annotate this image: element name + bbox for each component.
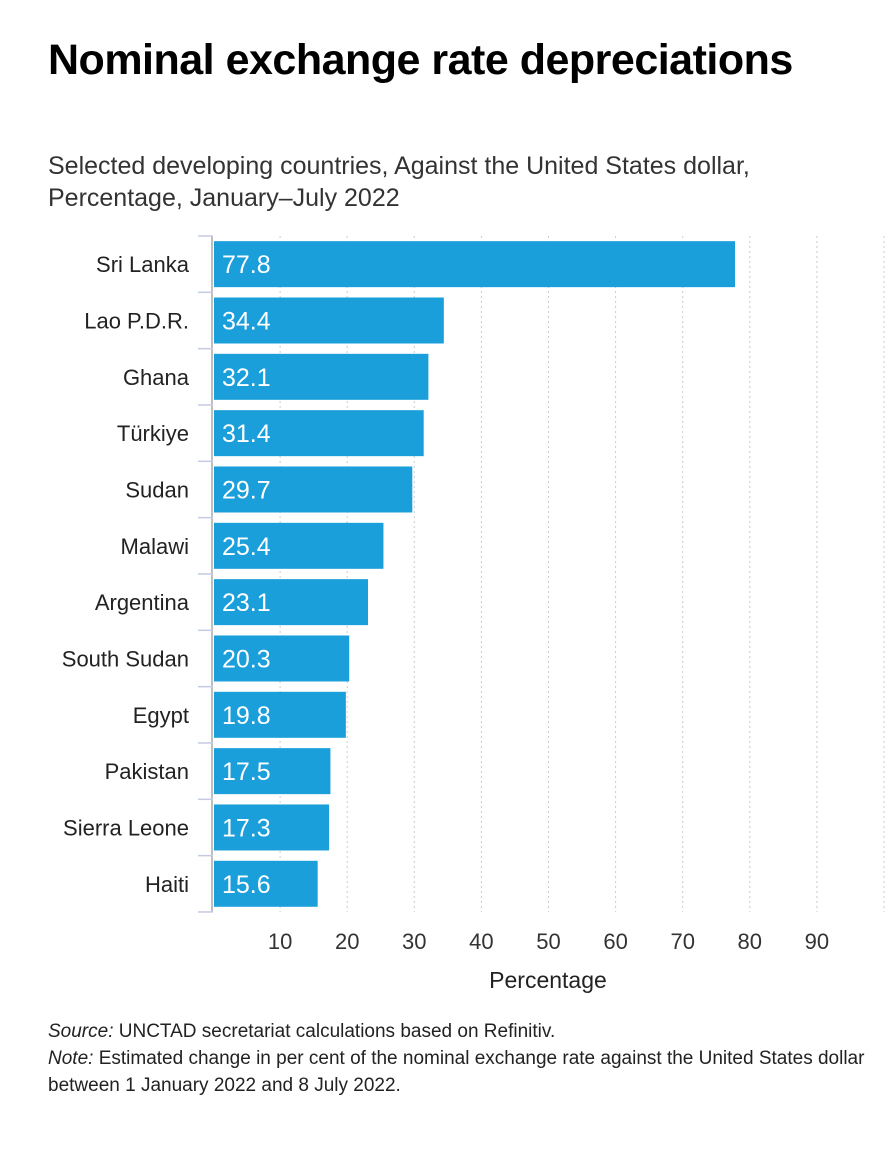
category-label: Argentina [95, 590, 190, 615]
bar-value-label: 17.3 [222, 814, 271, 842]
bar [214, 466, 413, 513]
bar [214, 410, 424, 457]
bar [214, 297, 444, 344]
bar [214, 635, 350, 682]
bar [214, 860, 318, 907]
bar-value-label: 20.3 [222, 645, 271, 673]
bar-value-label: 31.4 [222, 420, 271, 448]
x-tick-label: 80 [738, 929, 762, 954]
chart-subtitle: Selected developing countries, Against t… [48, 152, 750, 212]
bar [214, 241, 736, 288]
x-tick-label: 40 [469, 929, 493, 954]
x-axis-label: Percentage [489, 967, 607, 993]
note-text: Estimated change in per cent of the nomi… [48, 1048, 865, 1096]
x-tick-label: 10 [268, 929, 292, 954]
bar-chart: 77.8 Sri Lanka 34.4 Lao P.D.R. 32.1 Ghana 31.4… [62, 235, 885, 993]
bar-value-label: 15.6 [222, 871, 271, 899]
bar-value-label: 23.1 [222, 589, 271, 617]
x-tick-label: 90 [805, 929, 829, 954]
category-label: South Sudan [62, 646, 189, 671]
x-tick-label: 60 [603, 929, 627, 954]
bar [214, 353, 429, 400]
bar-value-label: 34.4 [222, 307, 271, 335]
bar-value-label: 29.7 [222, 476, 271, 504]
bar-value-label: 25.4 [222, 533, 271, 561]
category-label: Lao P.D.R. [84, 308, 189, 333]
chart-footer: Source: UNCTAD secretariat calculations … [48, 1018, 878, 1099]
category-label: Malawi [121, 534, 189, 559]
source-label: Source: [48, 1021, 114, 1042]
category-label: Egypt [133, 703, 189, 728]
bar-value-label: 77.8 [222, 251, 271, 279]
category-label: Pakistan [105, 759, 189, 784]
bar [214, 579, 369, 626]
bar [214, 748, 331, 795]
category-label: Sudan [125, 477, 189, 502]
source-text: UNCTAD secretariat calculations based on… [113, 1021, 556, 1042]
bar-value-label: 17.5 [222, 758, 271, 786]
category-label: Sri Lanka [96, 252, 190, 277]
bar [214, 804, 330, 851]
category-label: Haiti [145, 872, 189, 897]
x-tick-label: 20 [335, 929, 359, 954]
x-tick-label: 30 [402, 929, 426, 954]
source-line: Source: UNCTAD secretariat calculations … [48, 1018, 878, 1045]
category-label: Türkiye [117, 421, 189, 446]
bar [214, 691, 346, 738]
x-tick-label: 50 [536, 929, 560, 954]
note-line: Note: Estimated change in per cent of th… [48, 1045, 878, 1099]
note-label: Note: [48, 1048, 94, 1069]
bar-value-label: 32.1 [222, 364, 271, 392]
x-tick-label: 70 [670, 929, 694, 954]
chart-title: Nominal exchange rate depreciations [48, 36, 793, 84]
category-label: Ghana [123, 365, 190, 390]
category-label: Sierra Leone [63, 815, 189, 840]
bar [214, 522, 384, 569]
bar-value-label: 19.8 [222, 702, 271, 730]
